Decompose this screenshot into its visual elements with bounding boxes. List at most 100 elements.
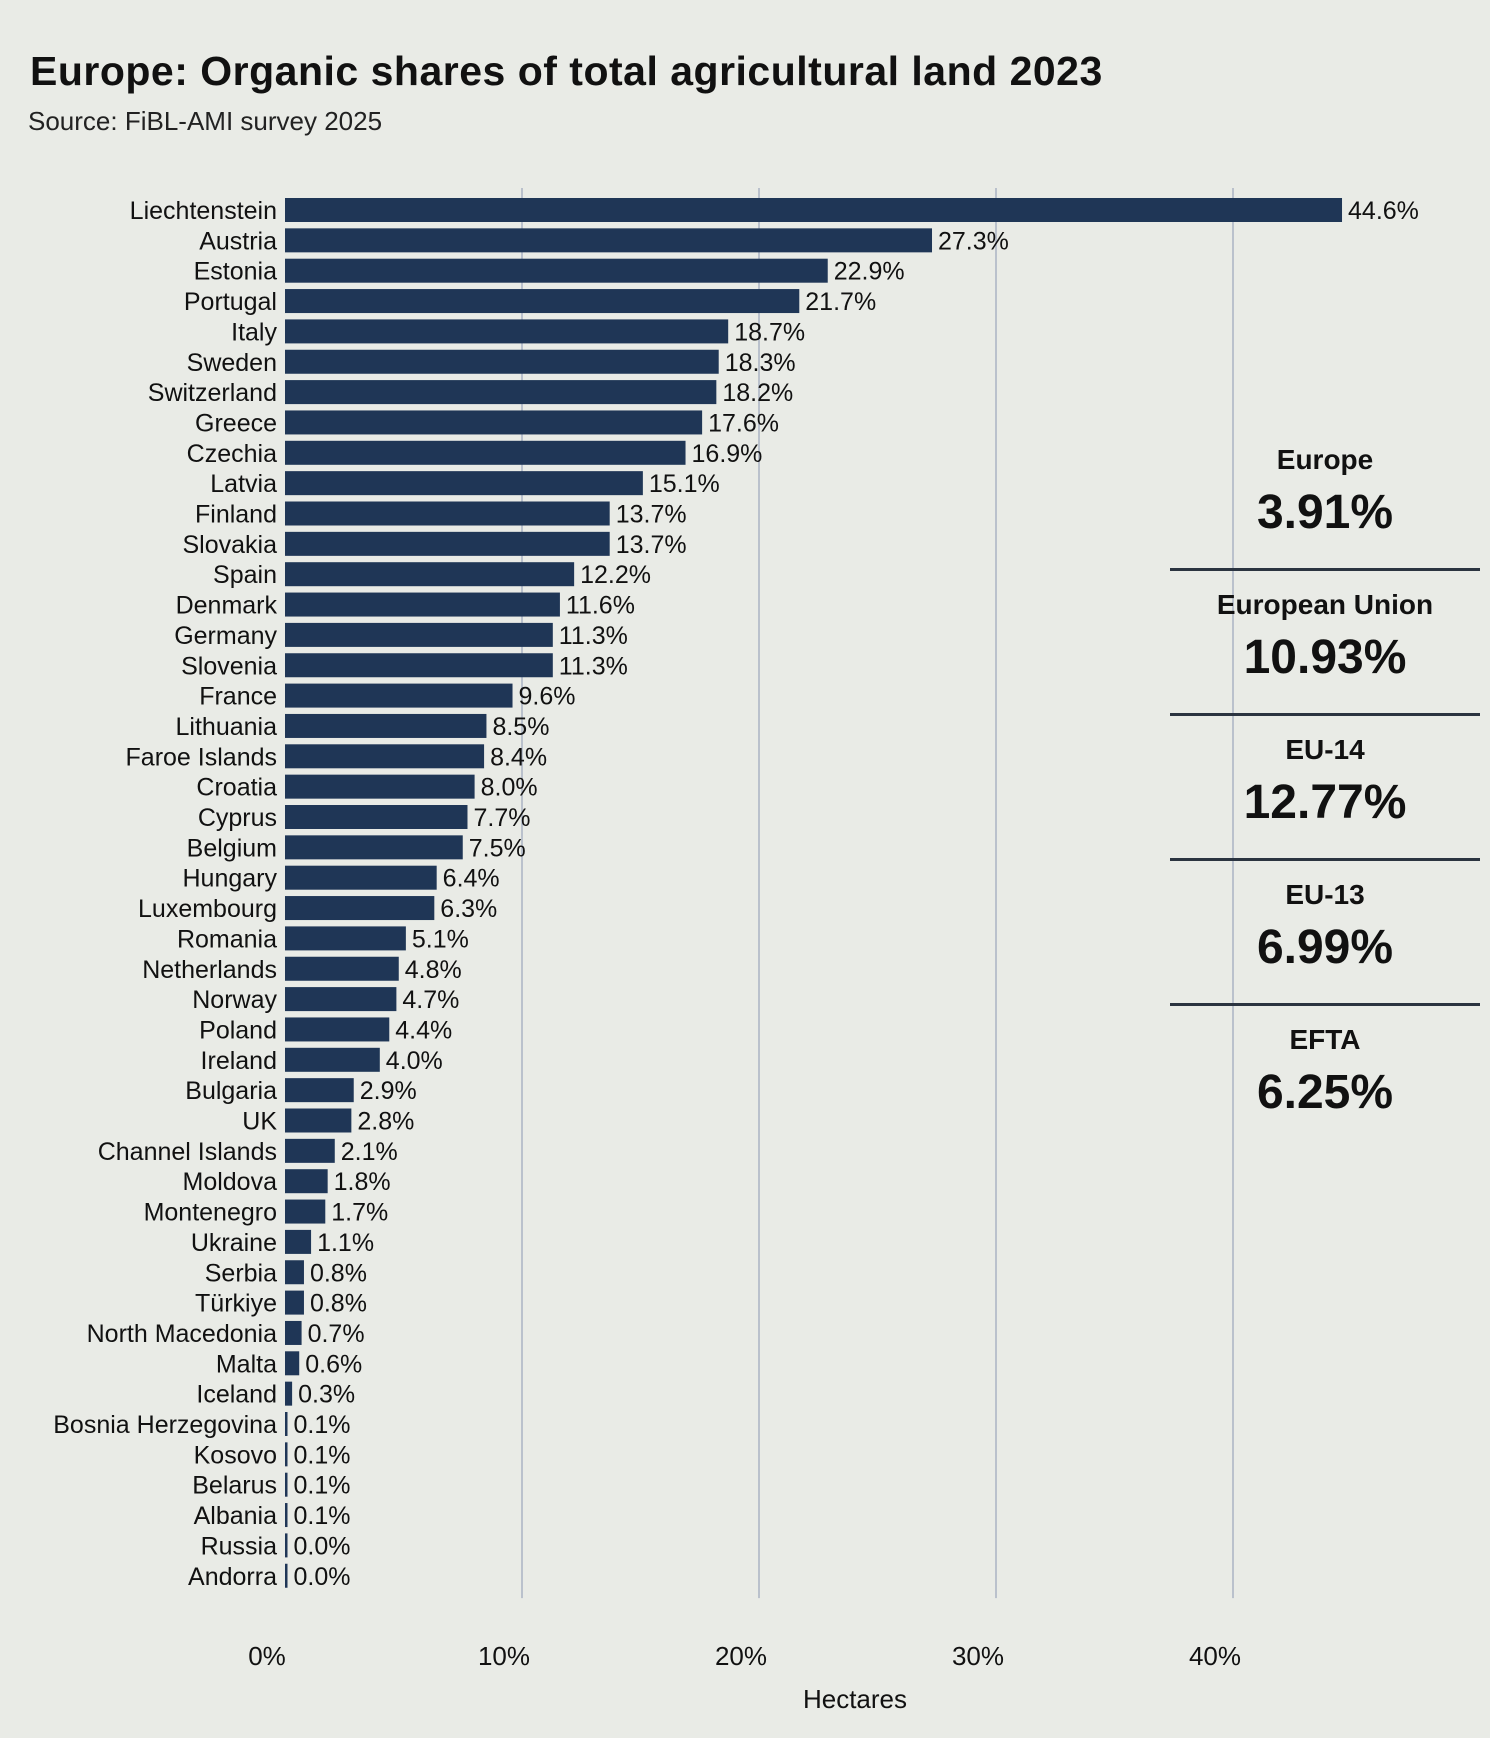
bar [285, 1412, 288, 1436]
bar [285, 1503, 288, 1528]
chart-subtitle: Source: FiBL-AMI survey 2025 [28, 106, 383, 136]
value-label: 4.7% [402, 986, 459, 1014]
bar [285, 531, 610, 556]
summary-divider [1170, 1003, 1480, 1006]
x-tick-label: 0% [248, 1641, 286, 1671]
x-axis-label: Hectares [803, 1684, 907, 1714]
category-label: Denmark [176, 592, 278, 620]
x-tick-label: 20% [715, 1641, 767, 1671]
category-label: Slovenia [181, 652, 277, 680]
value-label: 17.6% [708, 409, 779, 437]
bar [285, 744, 485, 769]
value-label: 0.1% [294, 1502, 351, 1530]
value-label: 1.1% [317, 1229, 374, 1257]
bar [285, 410, 703, 435]
value-label: 4.8% [405, 956, 462, 984]
value-label: 0.1% [294, 1441, 351, 1469]
value-label: 7.5% [469, 834, 526, 862]
category-label: Cyprus [198, 804, 277, 832]
bar [285, 198, 1343, 222]
value-label: 2.9% [360, 1077, 417, 1105]
x-tick-labels: 0% 10% 20% 30% 40% [248, 1641, 1241, 1671]
category-label: Russia [201, 1532, 278, 1560]
bar [285, 683, 513, 708]
value-label: 15.1% [649, 470, 720, 498]
value-label: 0.6% [305, 1350, 362, 1378]
bar [285, 380, 717, 405]
bar [285, 713, 487, 738]
bar [285, 956, 399, 981]
value-label: 1.8% [334, 1168, 391, 1196]
summary-item-eu-14: EU-14 12.77% [1170, 720, 1480, 865]
value-label: 2.1% [341, 1138, 398, 1166]
category-label: Finland [195, 501, 277, 529]
bar [285, 987, 397, 1012]
bar [285, 440, 686, 465]
category-label: Germany [174, 622, 277, 650]
category-label: Sweden [187, 349, 277, 377]
bar [285, 1078, 354, 1103]
summary-item-europe: Europe 3.91% [1170, 430, 1480, 575]
bar [285, 319, 729, 344]
bar [285, 835, 463, 860]
bar [285, 592, 560, 617]
category-label: Latvia [210, 470, 277, 498]
value-label: 12.2% [580, 561, 651, 589]
value-label: 6.3% [440, 895, 497, 923]
value-label: 0.7% [308, 1320, 365, 1348]
bar [285, 622, 553, 647]
category-label: Türkiye [195, 1290, 277, 1318]
value-label: 0.3% [298, 1381, 355, 1409]
value-label: 18.3% [725, 349, 796, 377]
value-label: 4.4% [395, 1016, 452, 1044]
category-label: Portugal [184, 288, 277, 316]
category-label: Kosovo [194, 1441, 277, 1469]
category-label: Croatia [196, 774, 277, 802]
bar [285, 653, 553, 678]
bar [285, 926, 406, 951]
bar [285, 349, 719, 374]
category-label: Bosnia Herzegovina [53, 1411, 277, 1439]
category-label: UK [242, 1108, 277, 1136]
summary-item-eu-13: EU-13 6.99% [1170, 865, 1480, 1010]
value-label: 0.0% [294, 1532, 351, 1560]
value-label: 0.0% [294, 1563, 351, 1591]
summary-label: European Union [1216, 589, 1434, 620]
summary-panel: Europe 3.91% European Union 10.93% EU-14… [1170, 430, 1480, 1155]
bar [285, 774, 475, 799]
bar [285, 501, 610, 526]
summary-value: 6.99% [1256, 921, 1394, 974]
value-label: 8.4% [490, 743, 547, 771]
value-label: 18.7% [734, 318, 805, 346]
summary-divider [1170, 858, 1480, 861]
summary-divider [1170, 713, 1480, 716]
value-label: 0.1% [294, 1472, 351, 1500]
category-label: Channel Islands [98, 1138, 277, 1166]
category-label: Luxembourg [138, 895, 277, 923]
summary-label: EFTA [1289, 1024, 1361, 1055]
summary-value: 6.25% [1256, 1066, 1394, 1119]
bar [285, 1563, 288, 1588]
category-label: Slovakia [183, 531, 278, 559]
value-label: 0.8% [310, 1290, 367, 1318]
category-label: Hungary [183, 865, 278, 893]
bar [285, 1108, 352, 1133]
category-label: Estonia [194, 258, 277, 286]
value-label: 22.9% [834, 258, 905, 286]
value-labels: 44.6% 27.3% 22.9%21.7%18.7% 18.3%18.2%17.6%… [294, 197, 1419, 1591]
category-label: Andorra [188, 1563, 277, 1591]
category-label: Lithuania [176, 713, 278, 741]
category-label: Serbia [205, 1259, 277, 1287]
category-label: Poland [199, 1016, 277, 1044]
bar [285, 1290, 304, 1315]
bar [285, 1229, 312, 1254]
category-label: Netherlands [142, 956, 277, 984]
bar [285, 1169, 328, 1194]
category-label: Greece [195, 409, 277, 437]
summary-divider [1170, 568, 1480, 571]
category-label: North Macedonia [87, 1320, 277, 1348]
value-label: 11.6% [566, 592, 635, 620]
bar [285, 865, 437, 890]
value-label: 11.3% [559, 652, 628, 680]
category-label: Moldova [183, 1168, 278, 1196]
